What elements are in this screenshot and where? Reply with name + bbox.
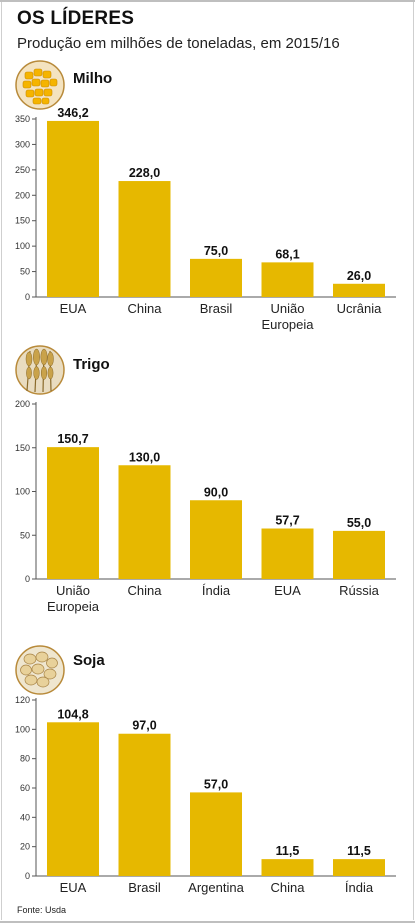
wheat-y-tick-label: 100: [15, 487, 30, 497]
wheat-value-label: 57,7: [275, 514, 299, 528]
wheat-category-label: China: [128, 583, 163, 598]
soy-value-label: 57,0: [204, 777, 228, 791]
wheat-y-tick-label: 150: [15, 443, 30, 453]
top-rule: [0, 0, 415, 2]
soy-y-tick-label: 20: [20, 842, 30, 852]
wheat-bar: [190, 500, 242, 579]
wheat-icon: [15, 345, 65, 395]
chart-title-corn: Milho: [73, 70, 113, 87]
soy-y-tick-label: 60: [20, 783, 30, 793]
corn-value-label: 228,0: [129, 166, 160, 180]
corn-bar: [190, 258, 242, 297]
wheat-category-label: Índia: [202, 583, 231, 598]
soy-bar: [118, 733, 171, 876]
corn-value-label: 75,0: [204, 244, 228, 258]
corn-bar: [333, 283, 385, 297]
soy-category-label: Brasil: [128, 880, 161, 895]
wheat-y-tick-label: 0: [25, 574, 30, 584]
corn-category-label: EUA: [60, 301, 87, 316]
wheat-bar: [261, 528, 314, 579]
wheat-category-label: União: [56, 583, 90, 598]
wheat-bar: [118, 465, 171, 579]
corn-bar: [261, 262, 314, 297]
corn-icon: [15, 60, 65, 110]
corn-y-tick-label: 100: [15, 241, 30, 251]
corn-value-label: 68,1: [275, 247, 299, 261]
corn-category-label: Europeia: [261, 317, 314, 332]
corn-y-tick-label: 200: [15, 190, 30, 200]
wheat-value-label: 130,0: [129, 450, 160, 464]
corn-category-label: União: [271, 301, 305, 316]
bottom-rule: [0, 921, 415, 923]
corn-category-label: China: [128, 301, 163, 316]
corn-y-tick-label: 250: [15, 165, 30, 175]
soy-bar: [333, 859, 385, 876]
corn-y-tick-label: 350: [15, 114, 30, 124]
soy-y-tick-label: 40: [20, 812, 30, 822]
soy-y-tick-label: 0: [25, 871, 30, 881]
corn-bar: [47, 120, 99, 297]
soy-value-label: 11,5: [276, 844, 300, 858]
corn-category-label: Ucrânia: [337, 301, 383, 316]
soy-category-label: Índia: [345, 880, 374, 895]
soy-category-label: China: [271, 880, 306, 895]
soy-bar: [190, 792, 242, 876]
soy-y-tick-label: 80: [20, 754, 30, 764]
soy-y-tick-label: 100: [15, 724, 30, 734]
wheat-bar: [47, 447, 99, 579]
page-title: OS LÍDERES: [17, 8, 135, 29]
soy-category-label: Argentina: [188, 880, 244, 895]
soy-category-label: EUA: [60, 880, 87, 895]
chart-title-wheat: Trigo: [73, 356, 110, 373]
corn-value-label: 26,0: [347, 269, 371, 283]
soy-value-label: 11,5: [347, 844, 371, 858]
source-note: Fonte: Usda: [17, 905, 67, 915]
corn-y-tick-label: 50: [20, 267, 30, 277]
soy-bar: [261, 859, 314, 876]
soy-value-label: 97,0: [132, 719, 156, 733]
corn-category-label: Brasil: [200, 301, 233, 316]
bar-chart-soy: 0 20 40 60 80 100 120 104,8 EUA 97,0 Brasil 57,0 Arg…: [15, 695, 396, 895]
wheat-bar: [333, 530, 385, 579]
corn-value-label: 346,2: [57, 106, 88, 120]
wheat-value-label: 150,7: [57, 432, 88, 446]
soybean-icon: [15, 645, 65, 695]
wheat-category-label: Rússia: [339, 583, 380, 598]
corn-y-tick-label: 300: [15, 139, 30, 149]
corn-bar: [118, 181, 171, 297]
page-subtitle: Produção em milhões de toneladas, em 201…: [17, 35, 340, 52]
wheat-y-tick-label: 200: [15, 399, 30, 409]
corn-y-tick-label: 0: [25, 292, 30, 302]
wheat-value-label: 90,0: [204, 485, 228, 499]
chart-title-soy: Soja: [73, 652, 105, 669]
corn-y-tick-label: 150: [15, 216, 30, 226]
soy-value-label: 104,8: [57, 707, 88, 721]
wheat-category-label: EUA: [274, 583, 301, 598]
soy-y-tick-label: 120: [15, 695, 30, 705]
wheat-category-label: Europeia: [47, 599, 100, 614]
wheat-value-label: 55,0: [347, 516, 371, 530]
soy-bar: [47, 722, 99, 876]
wheat-y-tick-label: 50: [20, 530, 30, 540]
bar-chart-corn: 0 50 100 150 200 250 300 350 346,2 EUA 228,0 China 7…: [15, 106, 396, 332]
